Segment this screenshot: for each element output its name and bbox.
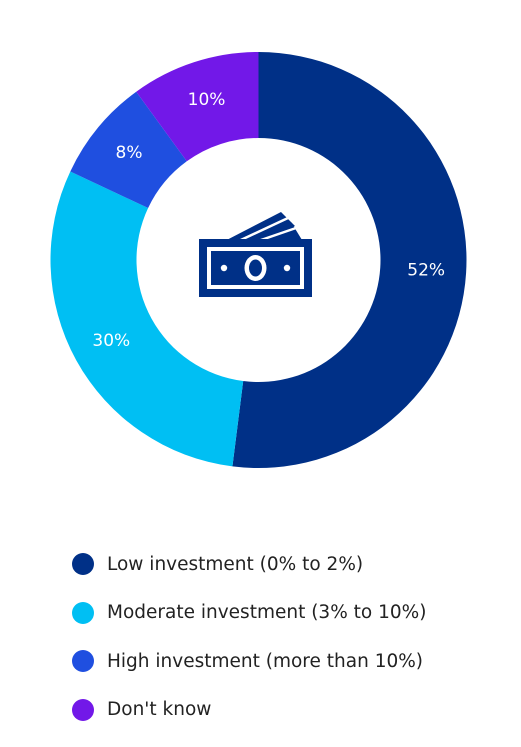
- legend-swatch: [72, 650, 94, 673]
- slice-high-investment[interactable]: [70, 91, 187, 209]
- chart-legend: Low investment (0% to 2%) Moderate inves…: [72, 540, 512, 734]
- data-label-dont-know: 10%: [188, 90, 226, 110]
- legend-label: Don't know: [107, 699, 212, 721]
- data-label-high-investment: 8%: [116, 143, 143, 163]
- donut-chart-svg: 52% 30% 8% 10%: [50, 52, 467, 468]
- legend-swatch: [72, 698, 94, 721]
- donut-chart: 52% 30% 8% 10%: [50, 52, 467, 468]
- legend-item-moderate-investment[interactable]: Moderate investment (3% to 10%): [72, 589, 512, 638]
- legend-label: Low investment (0% to 2%): [107, 553, 364, 575]
- legend-swatch: [72, 601, 94, 624]
- legend-item-high-investment[interactable]: High investment (more than 10%): [72, 637, 512, 686]
- slice-dont-know[interactable]: [136, 52, 259, 162]
- data-label-low-investment: 52%: [407, 261, 445, 281]
- legend-label: High investment (more than 10%): [107, 650, 424, 672]
- money-bills-icon: [199, 212, 312, 297]
- legend-item-dont-know[interactable]: Don't know: [72, 686, 512, 735]
- slice-moderate-investment[interactable]: [50, 171, 244, 467]
- legend-item-low-investment[interactable]: Low investment (0% to 2%): [72, 540, 512, 589]
- slice-low-investment[interactable]: [232, 52, 467, 468]
- legend-swatch: [72, 553, 94, 576]
- legend-label: Moderate investment (3% to 10%): [107, 602, 427, 624]
- data-label-moderate-investment: 30%: [92, 331, 130, 351]
